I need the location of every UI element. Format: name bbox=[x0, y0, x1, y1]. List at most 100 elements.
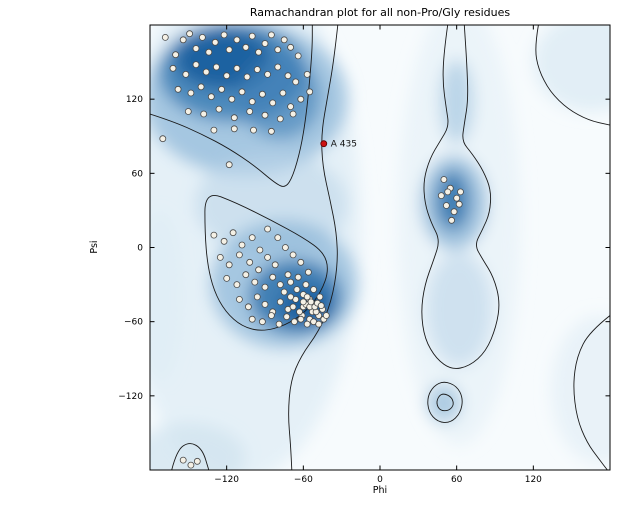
residue-point bbox=[455, 200, 463, 208]
residue-point bbox=[299, 298, 307, 306]
residue-point bbox=[242, 271, 250, 279]
residue-point bbox=[205, 48, 213, 56]
contour-right-region bbox=[421, 25, 500, 369]
y-tick-label: 0 bbox=[137, 244, 143, 254]
residue-point bbox=[306, 88, 314, 96]
residue-point bbox=[293, 286, 301, 293]
density-blob bbox=[436, 170, 470, 231]
y-tick-label: −60 bbox=[124, 318, 143, 328]
residue-point bbox=[284, 271, 292, 279]
residue-point bbox=[281, 244, 289, 251]
density-blob bbox=[551, 315, 610, 464]
residue-point bbox=[211, 38, 219, 46]
residue-point bbox=[303, 71, 311, 78]
residue-point bbox=[243, 73, 251, 81]
x-tick-label: 0 bbox=[377, 475, 383, 485]
residue-point bbox=[182, 71, 190, 78]
ticks bbox=[150, 25, 610, 470]
residue-point bbox=[220, 31, 228, 39]
residue-point bbox=[192, 45, 200, 52]
residue-point bbox=[276, 281, 284, 289]
residue-point bbox=[440, 176, 448, 183]
residue-point bbox=[192, 61, 200, 68]
residue-point bbox=[225, 261, 233, 269]
residue-point bbox=[258, 90, 266, 98]
residue-point bbox=[284, 72, 292, 80]
residue-point bbox=[229, 229, 237, 237]
residue-point bbox=[280, 288, 288, 296]
y-tick-label: 60 bbox=[132, 169, 144, 179]
x-axis-label: Phi bbox=[372, 485, 388, 496]
residue-point bbox=[261, 300, 269, 308]
residue-point bbox=[179, 456, 187, 464]
residue-point bbox=[187, 461, 195, 469]
residue-point bbox=[297, 95, 305, 103]
residue-point bbox=[233, 281, 241, 289]
residue-point bbox=[235, 295, 243, 303]
residue-point bbox=[283, 313, 291, 321]
residue-point bbox=[269, 273, 277, 281]
density-blob bbox=[150, 210, 184, 384]
x-tick-label: 60 bbox=[451, 475, 463, 485]
chart-title: Ramachandran plot for all non-Pro/Gly re… bbox=[249, 6, 511, 19]
residue-point bbox=[437, 192, 445, 200]
residue-point bbox=[244, 303, 252, 311]
residue-point bbox=[230, 125, 238, 133]
contour-small-outer bbox=[427, 381, 463, 423]
residue-point bbox=[304, 268, 312, 276]
plot-clip-group: A 435 bbox=[150, 25, 610, 470]
residue-point bbox=[457, 188, 464, 196]
residue-point bbox=[287, 278, 295, 286]
residue-point bbox=[448, 216, 456, 224]
residue-point bbox=[444, 188, 452, 196]
residue-point bbox=[250, 126, 257, 134]
residue-point bbox=[316, 293, 324, 301]
density-blob bbox=[426, 252, 493, 367]
residue-point bbox=[169, 64, 177, 72]
residue-point bbox=[307, 298, 315, 306]
residue-point bbox=[303, 293, 311, 301]
residue-point bbox=[290, 318, 298, 326]
residue-point bbox=[287, 43, 295, 51]
residue-point bbox=[315, 320, 323, 328]
residue-point bbox=[210, 126, 218, 134]
residue-point bbox=[251, 278, 259, 286]
residue-point bbox=[172, 51, 180, 59]
residue-point bbox=[253, 293, 261, 301]
residue-point bbox=[297, 258, 305, 266]
residue-point bbox=[225, 161, 233, 169]
residue-point bbox=[274, 234, 282, 242]
residue-point bbox=[253, 66, 261, 73]
residue-point bbox=[246, 108, 254, 115]
residue-point bbox=[258, 318, 266, 326]
residue-point bbox=[233, 36, 241, 44]
residue-point bbox=[235, 251, 243, 259]
residue-point bbox=[220, 237, 228, 245]
residue-point bbox=[230, 114, 238, 122]
residue-point bbox=[193, 457, 201, 465]
residue-point bbox=[159, 135, 167, 143]
residue-point bbox=[218, 85, 226, 93]
residue-point bbox=[271, 261, 279, 269]
residue-point bbox=[294, 273, 302, 281]
contour-outer-left bbox=[288, 25, 339, 470]
residue-point bbox=[261, 40, 269, 47]
residue-point bbox=[296, 308, 303, 316]
residue-point bbox=[161, 34, 169, 41]
residue-point bbox=[267, 312, 275, 319]
residue-point bbox=[186, 30, 194, 38]
residue-point bbox=[274, 46, 282, 54]
residue-point bbox=[269, 99, 277, 107]
residue-point bbox=[197, 83, 205, 91]
residue-point bbox=[264, 225, 272, 233]
x-tick-label: −120 bbox=[214, 475, 239, 485]
x-tick-label: 120 bbox=[525, 475, 542, 485]
residue-point bbox=[289, 110, 297, 118]
residue-point bbox=[228, 95, 236, 103]
residue-point bbox=[453, 194, 461, 202]
residue-point bbox=[248, 98, 256, 105]
x-tick-label: −60 bbox=[294, 475, 313, 485]
residue-point bbox=[238, 241, 246, 249]
residue-point bbox=[233, 64, 241, 72]
